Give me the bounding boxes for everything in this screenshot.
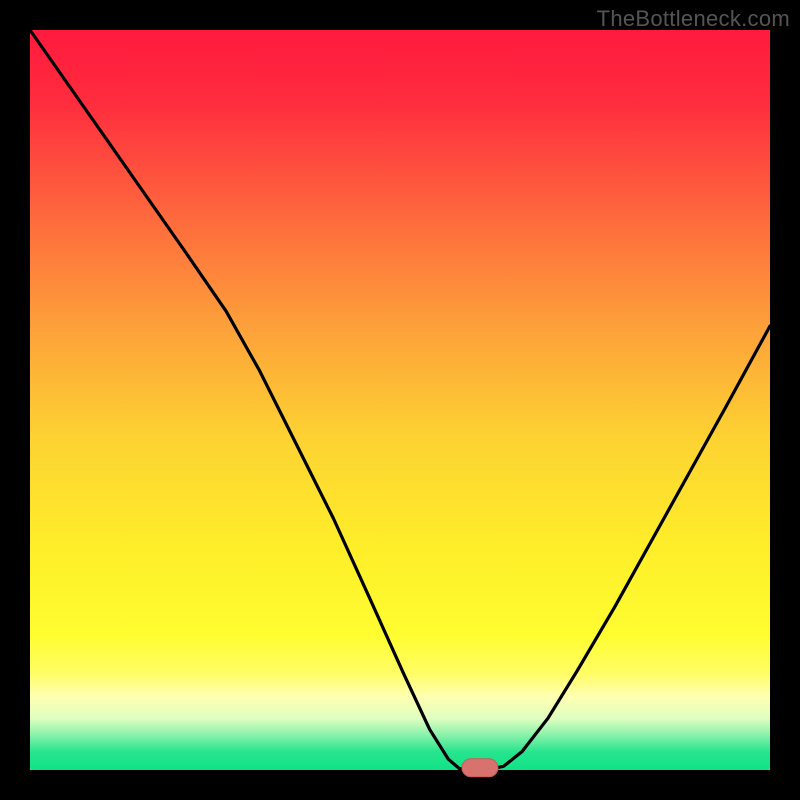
- chart-container: TheBottleneck.com: [0, 0, 800, 800]
- optimal-marker: [462, 759, 498, 777]
- watermark-label: TheBottleneck.com: [597, 6, 790, 32]
- bottleneck-chart: [0, 0, 800, 800]
- plot-background: [30, 30, 770, 770]
